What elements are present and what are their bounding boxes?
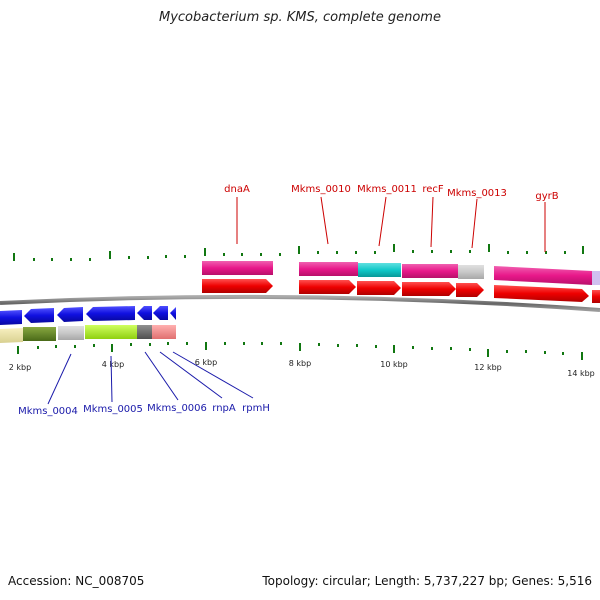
cds-arrow-recF[interactable] [402, 282, 456, 296]
bottom-leaders [47, 351, 254, 405]
gene-label-dnaA[interactable]: dnaA [224, 184, 250, 195]
cds-arrow-next [592, 290, 600, 303]
gene-label-Mkms_0010[interactable]: Mkms_0010 [291, 184, 351, 195]
cds-arrow-rpmH[interactable] [153, 306, 168, 320]
gene-label-recF[interactable]: recF [422, 184, 444, 195]
cds-arrow-dnaA[interactable] [202, 279, 273, 293]
top-gene-track [202, 261, 600, 285]
gene-label-Mkms_0013[interactable]: Mkms_0013 [447, 188, 507, 199]
gene-label-gyrB[interactable]: gyrB [535, 191, 558, 202]
gene-box-next [592, 271, 600, 285]
genome-backbone [0, 294, 600, 312]
forward-cds-track [202, 279, 600, 303]
gene-box-Mkms_0006[interactable] [85, 325, 137, 339]
cds-arrow-rev-end [170, 307, 176, 320]
bottom-gene-track [0, 325, 176, 343]
top-leaders [236, 196, 546, 252]
genome-summary: Topology: circular; Length: 5,737,227 bp… [262, 574, 592, 588]
gene-label-Mkms_0004[interactable]: Mkms_0004 [18, 406, 78, 417]
gene-box-Mkms_0010[interactable] [299, 262, 358, 276]
gene-box-rev-end [170, 325, 176, 339]
gene-box-rpmH[interactable] [152, 325, 170, 339]
tick-label-12kbp: 12 kbp [474, 363, 502, 372]
gene-box-Mkms_0013[interactable] [458, 265, 484, 279]
gene-label-rnpA[interactable]: rnpA [212, 403, 236, 414]
gene-box-rnpA[interactable] [137, 325, 152, 339]
gene-label-Mkms_0005[interactable]: Mkms_0005 [83, 404, 143, 415]
cds-arrow-Mkms_0011[interactable] [357, 281, 401, 295]
gene-box-gyrB[interactable] [494, 266, 592, 285]
gene-label-rpmH[interactable]: rpmH [242, 403, 270, 414]
cds-arrow-Mkms_0004[interactable] [24, 308, 54, 323]
gene-box-Mkms_0004[interactable] [23, 327, 56, 341]
top-ticks [13, 244, 584, 261]
cds-arrow-rev-a[interactable] [0, 310, 22, 325]
cds-arrow-Mkms_0013[interactable] [456, 283, 484, 297]
cds-arrow-gyrB[interactable] [494, 285, 589, 302]
cds-arrow-Mkms_0010[interactable] [299, 280, 356, 294]
tick-label-4kbp: 4 kbp [102, 360, 124, 369]
tick-label-6kbp: 6 kbp [195, 358, 217, 367]
gene-box-Mkms_0011[interactable] [358, 263, 401, 277]
tick-label-8kbp: 8 kbp [289, 359, 311, 368]
cds-arrow-rnpA[interactable] [137, 306, 152, 320]
gene-label-Mkms_0006[interactable]: Mkms_0006 [147, 403, 207, 414]
gene-box-recF[interactable] [402, 264, 458, 278]
gene-box-dnaA[interactable] [202, 261, 273, 275]
map-title: Mycobacterium sp. KMS, complete genome [159, 10, 441, 25]
bottom-ticks [17, 342, 583, 360]
cds-arrow-Mkms_0005[interactable] [57, 307, 83, 322]
tick-label-2kbp: 2 kbp [9, 363, 31, 372]
tick-labels: 2 kbp 4 kbp 6 kbp 8 kbp 10 kbp 12 kbp 14… [9, 358, 595, 378]
tick-label-14kbp: 14 kbp [567, 369, 595, 378]
accession-label: Accession: NC_008705 [8, 574, 145, 588]
reverse-cds-track [0, 306, 176, 325]
gene-box-Mkms_0005[interactable] [58, 326, 84, 340]
gene-label-Mkms_0011[interactable]: Mkms_0011 [357, 184, 417, 195]
cds-arrow-Mkms_0006[interactable] [86, 306, 135, 321]
gene-box-rev-a[interactable] [0, 328, 23, 343]
tick-label-10kbp: 10 kbp [380, 360, 408, 369]
